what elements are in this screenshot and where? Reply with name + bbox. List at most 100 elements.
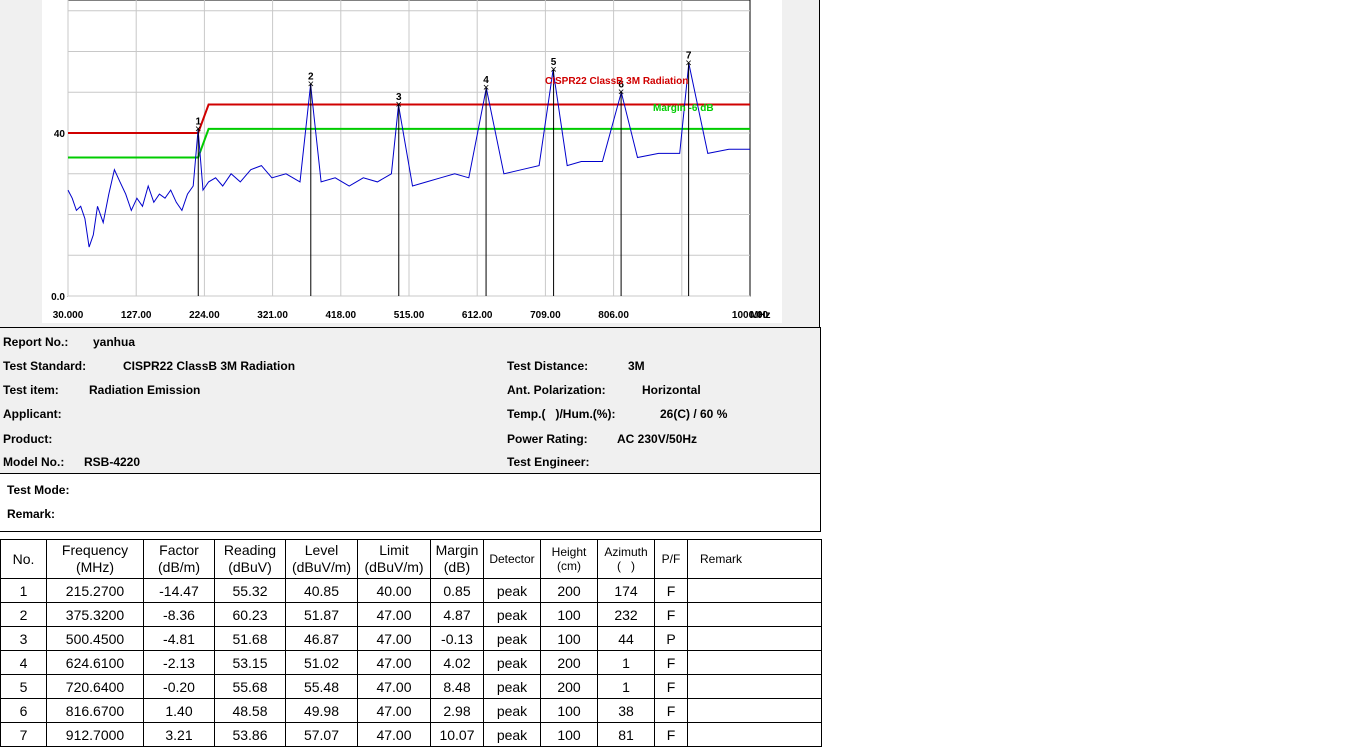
- x-tick-label: 418.00: [326, 310, 357, 321]
- model-no-value: RSB-4220: [84, 455, 141, 469]
- table-cell: 55.32: [214, 578, 286, 603]
- product-label: Product:: [3, 432, 53, 446]
- report-no-value: yanhua: [93, 335, 136, 349]
- series-line: [67, 63, 750, 248]
- table-cell: 51.68: [214, 626, 286, 651]
- remark-label: Remark:: [7, 507, 56, 521]
- table-cell: 1: [597, 674, 655, 699]
- col-margin: Margin (dB): [430, 539, 484, 579]
- table-row: 1 215.2700 -14.47 55.32 40.85 40.00 0.85 peak 20…: [0, 578, 822, 603]
- table-cell: 2.98: [430, 698, 484, 723]
- temp-hum-value: 26(C) / 60 %: [660, 407, 728, 421]
- col-limit: Limit (dBuV/m): [357, 539, 431, 579]
- table-cell: P: [654, 626, 688, 651]
- marker-label: 7: [686, 50, 692, 61]
- test-item-value: Radiation Emission: [89, 383, 201, 397]
- marker-point: ×: [618, 86, 624, 98]
- col-remark: Remark: [687, 539, 822, 579]
- test-mode-section: Test Mode: Remark:: [0, 474, 821, 532]
- x-tick-label: 709.00: [530, 310, 561, 321]
- table-cell: -4.81: [143, 626, 215, 651]
- table-cell: -8.36: [143, 602, 215, 627]
- x-tick-label: 612.00: [462, 310, 493, 321]
- table-cell: peak: [483, 578, 541, 603]
- applicant-label: Applicant:: [3, 407, 62, 421]
- table-cell: peak: [483, 602, 541, 627]
- table-cell: 47.00: [357, 626, 431, 651]
- results-table-wrapper: No. Frequency (MHz) Factor (dB/m) Readin…: [0, 539, 822, 747]
- col-reading: Reading (dBuV): [214, 539, 286, 579]
- x-unit-label: MHz: [750, 310, 771, 321]
- ant-polarization-label: Ant. Polarization:: [507, 383, 606, 397]
- results-table: No. Frequency (MHz) Factor (dB/m) Readin…: [0, 539, 822, 747]
- table-cell: 53.86: [214, 722, 286, 747]
- table-row: 3 500.4500 -4.81 51.68 46.87 47.00 -0.13 peak 10…: [0, 626, 822, 651]
- report-panel: × 1 × 2 × 3 × 4 × 5 × 6 × 7 CISPR22 ClassB 3M Radiatio…: [0, 0, 822, 749]
- table-cell: -0.13: [430, 626, 484, 651]
- table-cell: 51.87: [285, 602, 358, 627]
- marker-label: 6: [618, 79, 624, 90]
- table-cell: 46.87: [285, 626, 358, 651]
- table-cell: 40.00: [357, 578, 431, 603]
- table-cell: 55.48: [285, 674, 358, 699]
- marker-point: ×: [483, 82, 489, 94]
- table-cell: peak: [483, 674, 541, 699]
- marker-label: 3: [396, 92, 402, 103]
- marker-point: ×: [308, 79, 314, 91]
- table-cell: 100: [540, 698, 598, 723]
- table-cell: 200: [540, 650, 598, 675]
- col-height: Height (cm): [540, 539, 598, 579]
- marker-label: 2: [308, 72, 314, 83]
- table-cell: F: [654, 722, 688, 747]
- table-cell: 1: [597, 650, 655, 675]
- ant-polarization-value: Horizontal: [642, 383, 701, 397]
- table-cell: 4: [0, 650, 47, 675]
- table-cell: 55.68: [214, 674, 286, 699]
- table-cell: -0.20: [143, 674, 215, 699]
- table-cell: 57.07: [285, 722, 358, 747]
- marker-label: 5: [551, 57, 557, 68]
- y-tick-label: 40: [54, 129, 66, 140]
- test-item-label: Test item:: [3, 383, 59, 397]
- table-cell: F: [654, 650, 688, 675]
- table-cell: 100: [540, 722, 598, 747]
- margin-line-label: Margin -6 dB: [653, 103, 714, 114]
- table-cell: 5: [0, 674, 47, 699]
- table-cell: 500.4500: [46, 626, 144, 651]
- marker-label: 4: [483, 75, 489, 86]
- x-tick-label: 30.000: [53, 310, 84, 321]
- table-row: 7 912.7000 3.21 53.86 57.07 47.00 10.07 peak 100…: [0, 722, 822, 747]
- table-row: 5 720.6400 -0.20 55.68 55.48 47.00 8.48 peak 200…: [0, 674, 822, 699]
- table-cell: 44: [597, 626, 655, 651]
- marker-point: ×: [550, 64, 556, 76]
- temp-hum-label: Temp.( )/Hum.(%):: [507, 407, 616, 421]
- table-cell: [687, 698, 822, 723]
- table-row: 6 816.6700 1.40 48.58 49.98 47.00 2.98 peak 100 3…: [0, 698, 822, 723]
- table-cell: 912.7000: [46, 722, 144, 747]
- test-engineer-label: Test Engineer:: [507, 455, 590, 469]
- col-factor: Factor (dB/m): [143, 539, 215, 579]
- table-cell: 100: [540, 626, 598, 651]
- power-rating-label: Power Rating:: [507, 432, 588, 446]
- table-cell: 53.15: [214, 650, 286, 675]
- test-mode-label: Test Mode:: [7, 483, 70, 497]
- x-tick-label: 321.00: [257, 310, 288, 321]
- table-cell: [687, 722, 822, 747]
- col-detector: Detector: [483, 539, 541, 579]
- table-cell: 48.58: [214, 698, 286, 723]
- x-tick-label: 127.00: [121, 310, 152, 321]
- test-distance-label: Test Distance:: [507, 359, 589, 373]
- emission-chart-area: × 1 × 2 × 3 × 4 × 5 × 6 × 7 CISPR22 ClassB 3M Radiatio…: [0, 0, 820, 327]
- table-cell: 10.07: [430, 722, 484, 747]
- col-no: No.: [0, 539, 47, 579]
- results-table-body: 1 215.2700 -14.47 55.32 40.85 40.00 0.85 peak 20…: [0, 578, 822, 747]
- table-cell: 0.85: [430, 578, 484, 603]
- table-cell: [687, 626, 822, 651]
- table-cell: 38: [597, 698, 655, 723]
- table-cell: -14.47: [143, 578, 215, 603]
- test-standard-label: Test Standard:: [3, 359, 87, 373]
- marker-label: 1: [195, 117, 201, 128]
- table-cell: 174: [597, 578, 655, 603]
- test-standard-value: CISPR22 ClassB 3M Radiation: [123, 359, 296, 373]
- table-cell: 232: [597, 602, 655, 627]
